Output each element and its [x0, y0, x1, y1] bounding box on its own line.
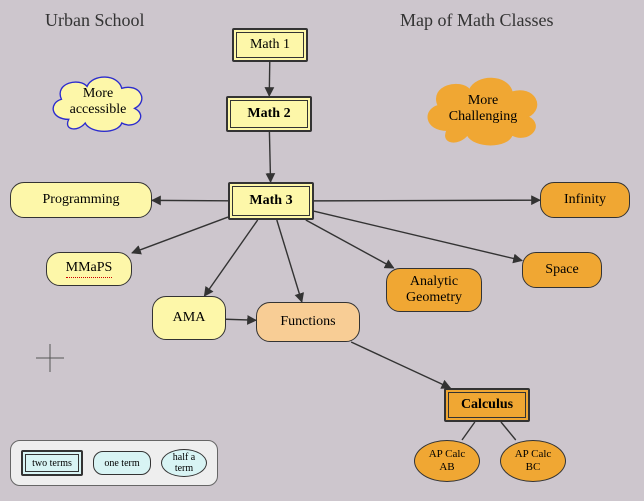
diagram-canvas: Urban School Map of Math Classes More ac… — [0, 0, 644, 501]
cloud-challenging: More Challenging — [398, 70, 568, 148]
node-label: MMaPS — [66, 260, 113, 277]
node-analytic: Analytic Geometry — [386, 268, 482, 312]
node-ama: AMA — [152, 296, 226, 340]
legend-item: half a term — [161, 449, 207, 477]
cloud-accessible: More accessible — [38, 70, 158, 134]
node-label: Calculus — [461, 397, 513, 413]
title-right: Map of Math Classes — [400, 10, 553, 31]
node-label: AMA — [173, 310, 206, 326]
node-label: AP Calc AB — [429, 448, 466, 473]
node-mmaps: MMaPS — [46, 252, 132, 286]
node-apbc: AP Calc BC — [500, 440, 566, 482]
node-label: Analytic Geometry — [406, 274, 462, 306]
node-math3: Math 3 — [228, 182, 314, 220]
node-label: Functions — [280, 314, 335, 330]
node-label: Space — [545, 262, 578, 278]
node-label: Math 1 — [250, 37, 290, 53]
legend: two terms one term half a term — [10, 440, 218, 486]
node-prog: Programming — [10, 182, 152, 218]
title-left: Urban School — [45, 10, 144, 31]
node-func: Functions — [256, 302, 360, 342]
node-label: Math 3 — [249, 193, 292, 209]
node-infinity: Infinity — [540, 182, 630, 218]
node-space: Space — [522, 252, 602, 288]
legend-item: two terms — [21, 450, 83, 476]
node-math1: Math 1 — [232, 28, 308, 62]
cloud-label: More accessible — [38, 70, 158, 134]
node-label: Programming — [43, 192, 120, 208]
node-label: AP Calc BC — [515, 448, 552, 473]
node-label: Infinity — [564, 192, 606, 208]
cloud-label: More Challenging — [398, 70, 568, 148]
node-calculus: Calculus — [444, 388, 530, 422]
node-label: Math 2 — [247, 106, 290, 122]
node-math2: Math 2 — [226, 96, 312, 132]
legend-item: one term — [93, 451, 151, 475]
node-apab: AP Calc AB — [414, 440, 480, 482]
